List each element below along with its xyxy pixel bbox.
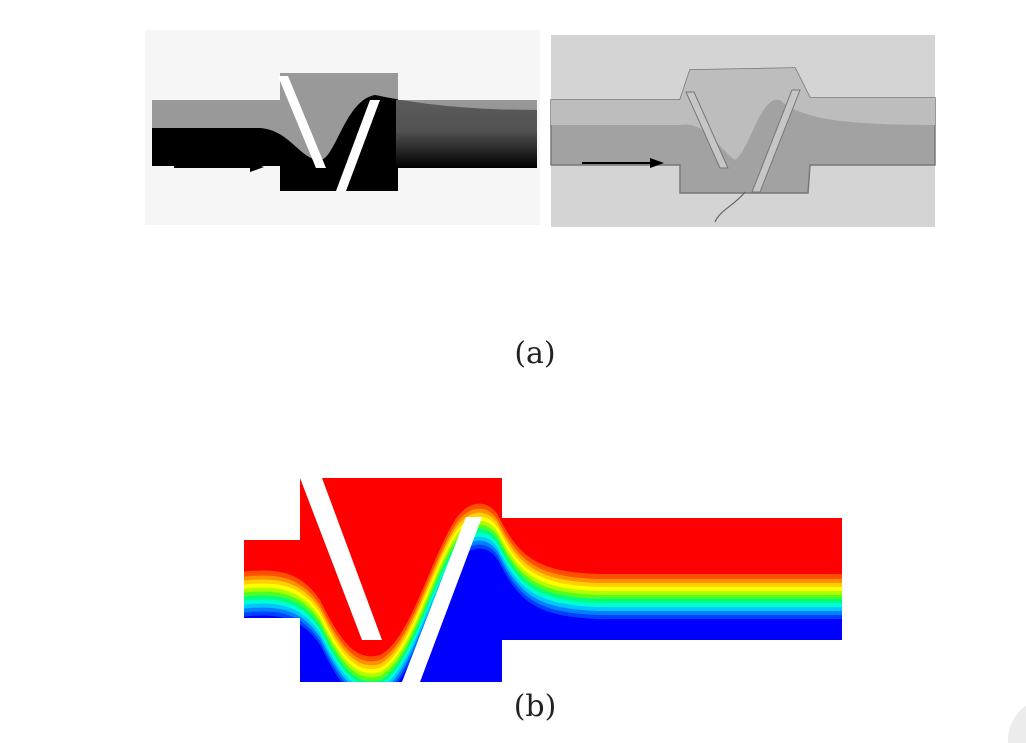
- corner-shape: [1008, 705, 1026, 743]
- panel-a-photo: [550, 35, 936, 227]
- panel-a-simulation: [145, 30, 540, 225]
- panel-label: (a): [514, 336, 555, 371]
- panel-label: (b): [514, 689, 557, 724]
